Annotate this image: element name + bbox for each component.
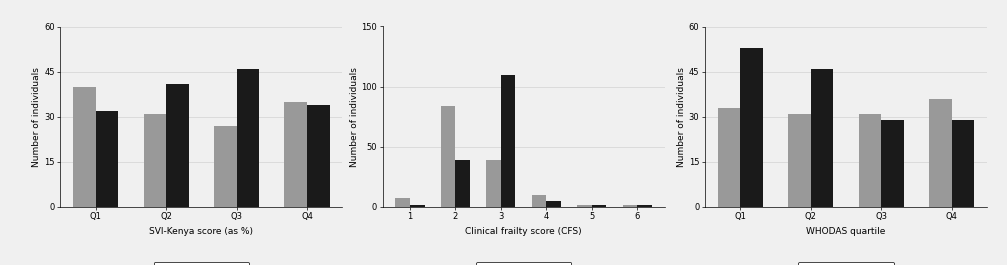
Bar [859, 114, 881, 207]
Bar [952, 120, 974, 207]
Bar [740, 47, 762, 207]
Legend: HIV-, HIV+: HIV-, HIV+ [154, 262, 249, 265]
Bar [396, 198, 410, 207]
Bar [441, 106, 455, 207]
Legend: HIV-, HIV+: HIV-, HIV+ [799, 262, 893, 265]
Bar [166, 83, 188, 207]
Bar [718, 108, 740, 207]
Bar [788, 114, 811, 207]
Bar [307, 105, 329, 207]
Legend: HIV-, HIV+: HIV-, HIV+ [476, 262, 571, 265]
Bar [881, 120, 903, 207]
Bar [410, 205, 425, 207]
Bar [622, 205, 637, 207]
X-axis label: SVI-Kenya score (as %): SVI-Kenya score (as %) [149, 227, 254, 236]
Bar [285, 101, 307, 207]
Bar [486, 160, 500, 207]
Bar [144, 114, 166, 207]
Y-axis label: Number of individuals: Number of individuals [677, 67, 686, 166]
Bar [74, 87, 96, 207]
Bar [455, 160, 470, 207]
Y-axis label: Number of individuals: Number of individuals [349, 67, 358, 166]
Bar [811, 69, 833, 207]
Bar [96, 111, 118, 207]
X-axis label: Clinical frailty score (CFS): Clinical frailty score (CFS) [465, 227, 582, 236]
Bar [929, 99, 952, 207]
Bar [500, 74, 516, 207]
Bar [214, 126, 237, 207]
Y-axis label: Number of individuals: Number of individuals [32, 67, 41, 166]
Bar [532, 195, 547, 207]
Bar [577, 205, 592, 207]
Bar [592, 205, 606, 207]
Bar [237, 69, 259, 207]
Bar [637, 205, 652, 207]
Bar [547, 201, 561, 207]
X-axis label: WHODAS quartile: WHODAS quartile [807, 227, 885, 236]
